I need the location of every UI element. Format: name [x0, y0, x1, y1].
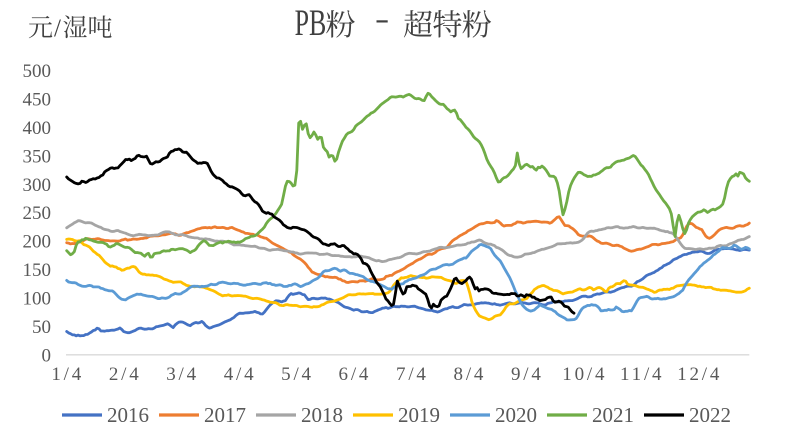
svg-text:50: 50 [32, 317, 51, 338]
svg-text:2018: 2018 [301, 403, 343, 427]
svg-text:250: 250 [23, 203, 52, 224]
svg-text:/: / [54, 15, 61, 42]
svg-text:300: 300 [23, 175, 52, 196]
svg-text:5/4: 5/4 [281, 364, 314, 385]
svg-text:9/4: 9/4 [511, 364, 544, 385]
svg-text:4/4: 4/4 [224, 364, 257, 385]
svg-text:500: 500 [23, 61, 52, 82]
svg-text:0: 0 [42, 345, 52, 366]
svg-text:2022: 2022 [689, 403, 731, 427]
svg-text:2017: 2017 [204, 403, 246, 427]
svg-text:6/4: 6/4 [339, 364, 372, 385]
svg-text:400: 400 [23, 118, 52, 139]
svg-text:3/4: 3/4 [166, 364, 199, 385]
svg-text:200: 200 [23, 232, 52, 253]
svg-text:11/4: 11/4 [620, 364, 664, 385]
svg-text:100: 100 [23, 288, 52, 309]
svg-text:2019: 2019 [398, 403, 440, 427]
svg-text:10/4: 10/4 [562, 364, 607, 385]
svg-text:1/4: 1/4 [51, 364, 84, 385]
svg-text:450: 450 [23, 90, 52, 111]
svg-text:8/4: 8/4 [454, 364, 487, 385]
svg-text:2021: 2021 [592, 403, 634, 427]
svg-text:150: 150 [23, 260, 52, 281]
svg-text:2/4: 2/4 [109, 364, 142, 385]
svg-text:2020: 2020 [495, 403, 537, 427]
svg-text:7/4: 7/4 [396, 364, 429, 385]
svg-text:2016: 2016 [107, 403, 149, 427]
svg-text:PB: PB [295, 3, 327, 44]
svg-text:12/4: 12/4 [677, 364, 722, 385]
svg-text:350: 350 [23, 146, 52, 167]
